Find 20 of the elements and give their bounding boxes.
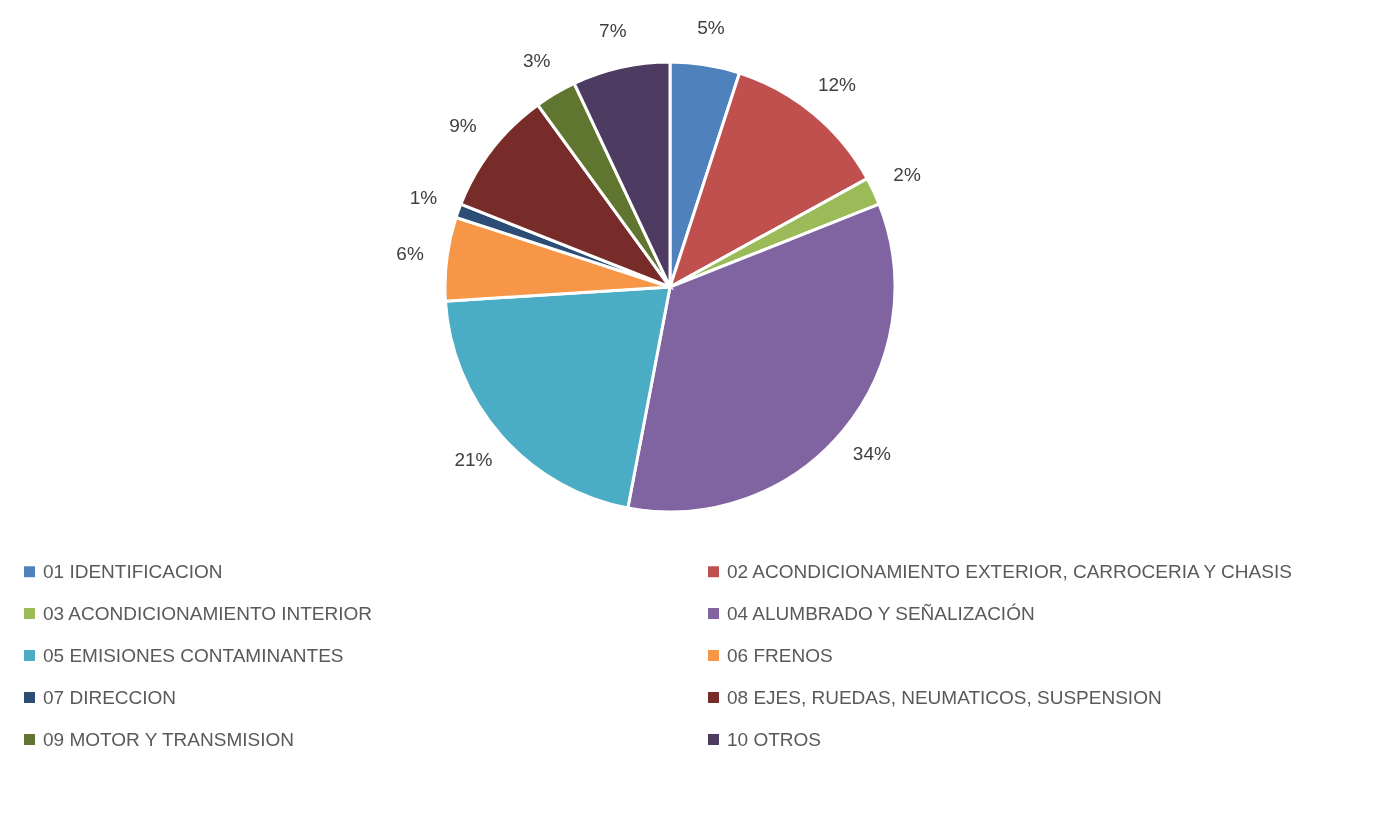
- data-label: 12%: [817, 74, 857, 96]
- data-label: 34%: [852, 443, 891, 465]
- legend-label: 09 MOTOR Y TRANSMISION: [43, 728, 294, 750]
- data-label: 9%: [449, 115, 477, 137]
- legend-label: 07 DIRECCION: [43, 686, 177, 708]
- data-label: 3%: [522, 50, 551, 72]
- legend-label: 01 IDENTIFICACION: [43, 560, 223, 582]
- legend-label: 05 EMISIONES CONTAMINANTES: [43, 644, 344, 666]
- data-label: 21%: [454, 449, 493, 471]
- data-label: 6%: [396, 243, 424, 265]
- data-label: 1%: [409, 187, 438, 209]
- data-label: 2%: [893, 164, 921, 186]
- legend-label: 10 OTROS: [727, 728, 821, 750]
- legend-label: 08 EJES, RUEDAS, NEUMATICOS, SUSPENSION: [727, 686, 1162, 708]
- data-label: 5%: [697, 17, 725, 39]
- legend-label: 02 ACONDICIONAMIENTO EXTERIOR, CARROCERIA Y CHASIS: [727, 560, 1292, 582]
- data-label: 7%: [599, 20, 627, 42]
- legend-label: 03 ACONDICIONAMIENTO INTERIOR: [43, 602, 373, 624]
- legend-label: 06 FRENOS: [727, 644, 833, 666]
- legend-label: 04 ALUMBRADO Y SEÑALIZACIÓN: [727, 602, 1035, 624]
